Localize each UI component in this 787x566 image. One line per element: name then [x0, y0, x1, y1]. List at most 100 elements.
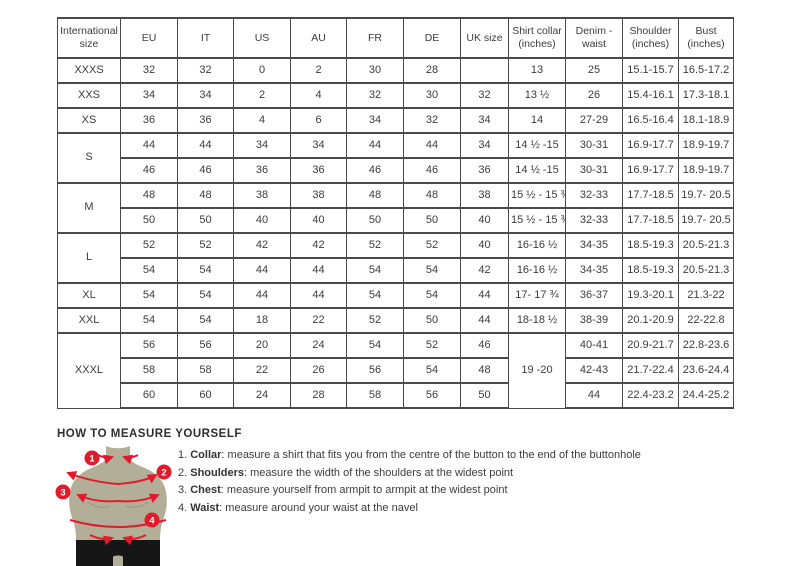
- cell-bust: 16.5-17.2: [678, 57, 734, 84]
- cell-international-size: L: [57, 232, 121, 284]
- badge-3-circle: [55, 484, 71, 500]
- cell-au: 22: [290, 307, 347, 334]
- cell-us: 24: [233, 382, 291, 409]
- chest-arc-left: [76, 493, 119, 503]
- cell-fr: 54: [346, 257, 404, 284]
- step-number: 4.: [178, 501, 191, 514]
- table-row: M 48 48 38 38 48 48 38 15 ½ - 15 ¾ 32-33 17.7-18.5…: [57, 182, 734, 234]
- figure-badges: 1 2 3 4: [55, 450, 172, 528]
- cell-fr: 54: [346, 282, 404, 309]
- badge-2-number: 2: [161, 468, 166, 479]
- cell-us: 34: [233, 132, 291, 159]
- chest-arc-right: [117, 493, 160, 503]
- waist-arrow-left: [89, 534, 114, 546]
- cell-it: 50: [177, 207, 234, 234]
- cell-international-size: XXL: [57, 307, 121, 334]
- cell-eu: 48: [120, 182, 178, 209]
- cell-de: 54: [403, 282, 461, 309]
- cell-fr: 34: [346, 107, 404, 134]
- cell-au: 42: [290, 232, 347, 259]
- collar-arrow-left: [97, 454, 114, 465]
- table-row: XXL 54 54 18 22 52 50 44 18-18 ½ 38-39 20.1-20.9 22…: [57, 307, 734, 334]
- cell-shoulder: 20.1-20.9: [622, 307, 679, 334]
- table-row: S 44 44 34 34 44 44 34 14 ½ -15 30-31 16.9-17.7 18.…: [57, 132, 734, 184]
- table-row: 58 58 22 26 56 54 48 42-43 21.7-22.4 23.6-24.4: [58, 357, 734, 384]
- size-table-body: XXXS 32 32 0 2 30 28 13 25 15.1-15.7 16.5-17.2 XXS 3…: [57, 57, 734, 409]
- cell-eu: 32: [120, 57, 178, 84]
- cell-it: 44: [177, 132, 234, 159]
- cell-us: 44: [233, 282, 291, 309]
- cell-us: 44: [233, 257, 291, 284]
- chest-contour-left: [87, 501, 111, 508]
- cell-fr: 48: [346, 182, 404, 209]
- cell-uk-size: 46: [460, 332, 509, 359]
- cell-it: 36: [177, 107, 234, 134]
- cell-de: 52: [403, 332, 461, 359]
- cell-shirt-collar: 13 ½: [508, 82, 566, 109]
- cell-au: 38: [290, 182, 347, 209]
- cell-shirt-collar: 19 -20: [508, 332, 566, 409]
- cell-it: 34: [177, 82, 234, 109]
- cell-uk-size: 32: [460, 82, 509, 109]
- column-header-it: IT: [177, 17, 234, 59]
- cell-bust: 22-22.8: [678, 307, 734, 334]
- cell-de: 50: [403, 207, 461, 234]
- cell-uk-size: [460, 57, 509, 84]
- cell-denim-waist: 36-37: [565, 282, 623, 309]
- column-header-shoulder: Shoulder (inches): [622, 17, 679, 59]
- cell-shirt-collar: 17- 17 ¾: [508, 282, 566, 309]
- cell-shirt-collar: 16-16 ½: [508, 257, 566, 284]
- cell-de: 32: [403, 107, 461, 134]
- cell-bust: 17.3-18.1: [678, 82, 734, 109]
- cell-international-size: S: [57, 132, 121, 184]
- cell-uk-size: 42: [460, 257, 509, 284]
- measure-instructions: 1. Collar: measure a shirt that fits you…: [178, 447, 641, 517]
- cell-us: 36: [233, 157, 291, 184]
- measure-section-title: HOW TO MEASURE YOURSELF: [57, 428, 242, 440]
- cell-de: 46: [403, 157, 461, 184]
- cell-us: 4: [233, 107, 291, 134]
- cell-eu: 34: [120, 82, 178, 109]
- step-term: Waist: [190, 501, 220, 514]
- cell-au: 26: [290, 357, 347, 384]
- cell-shirt-collar: 15 ½ - 15 ¾: [508, 207, 566, 234]
- cell-it: 32: [177, 57, 234, 84]
- cell-bust: 20.5-21.3: [678, 257, 734, 284]
- table-row: L 52 52 42 42 52 52 40 16-16 ½ 34-35 18.5-19.3 20.5…: [57, 232, 734, 284]
- cell-fr: 56: [346, 357, 404, 384]
- table-row: XS 36 36 4 6 34 32 34 14 27-29 16.5-16.4 18.1-18.9: [57, 107, 734, 134]
- cell-international-size: M: [57, 182, 121, 234]
- cell-uk-size: 34: [460, 107, 509, 134]
- column-header-eu: EU: [120, 17, 178, 59]
- cell-shoulder: 16.5-16.4: [622, 107, 679, 134]
- cell-fr: 46: [346, 157, 404, 184]
- table-row: XXS 34 34 2 4 32 30 32 13 ½ 26 15.4-16.1 17.3-18.1: [57, 82, 734, 109]
- cell-de: 30: [403, 82, 461, 109]
- cell-denim-waist: 32-33: [565, 207, 623, 234]
- badge-4-circle: [144, 512, 160, 528]
- cell-uk-size: 50: [460, 382, 509, 409]
- cell-au: 44: [290, 282, 347, 309]
- cell-denim-waist: 34-35: [565, 232, 623, 259]
- cell-denim-waist: 34-35: [565, 257, 623, 284]
- cell-bust: 18.9-19.7: [678, 132, 734, 159]
- cell-bust: 20.5-21.3: [678, 232, 734, 259]
- cell-de: 54: [403, 257, 461, 284]
- cell-fr: 44: [346, 132, 404, 159]
- cell-bust: 23.6-24.4: [678, 357, 734, 384]
- cell-de: 52: [403, 232, 461, 259]
- step-term: Chest: [190, 484, 221, 496]
- cell-shoulder: 18.5-19.3: [622, 257, 679, 284]
- cell-shirt-collar: 14: [508, 107, 566, 134]
- cell-bust: 18.1-18.9: [678, 107, 734, 134]
- cell-it: 54: [177, 282, 234, 309]
- column-header-au: AU: [290, 17, 347, 59]
- cell-eu: 36: [120, 107, 178, 134]
- cell-us: 0: [233, 57, 291, 84]
- column-header-de: DE: [403, 17, 461, 59]
- cell-shoulder: 22.4-23.2: [622, 382, 679, 409]
- cell-it: 54: [177, 257, 234, 284]
- step-number: 2.: [178, 466, 191, 479]
- cell-eu: 50: [120, 207, 178, 234]
- cell-au: 24: [290, 332, 347, 359]
